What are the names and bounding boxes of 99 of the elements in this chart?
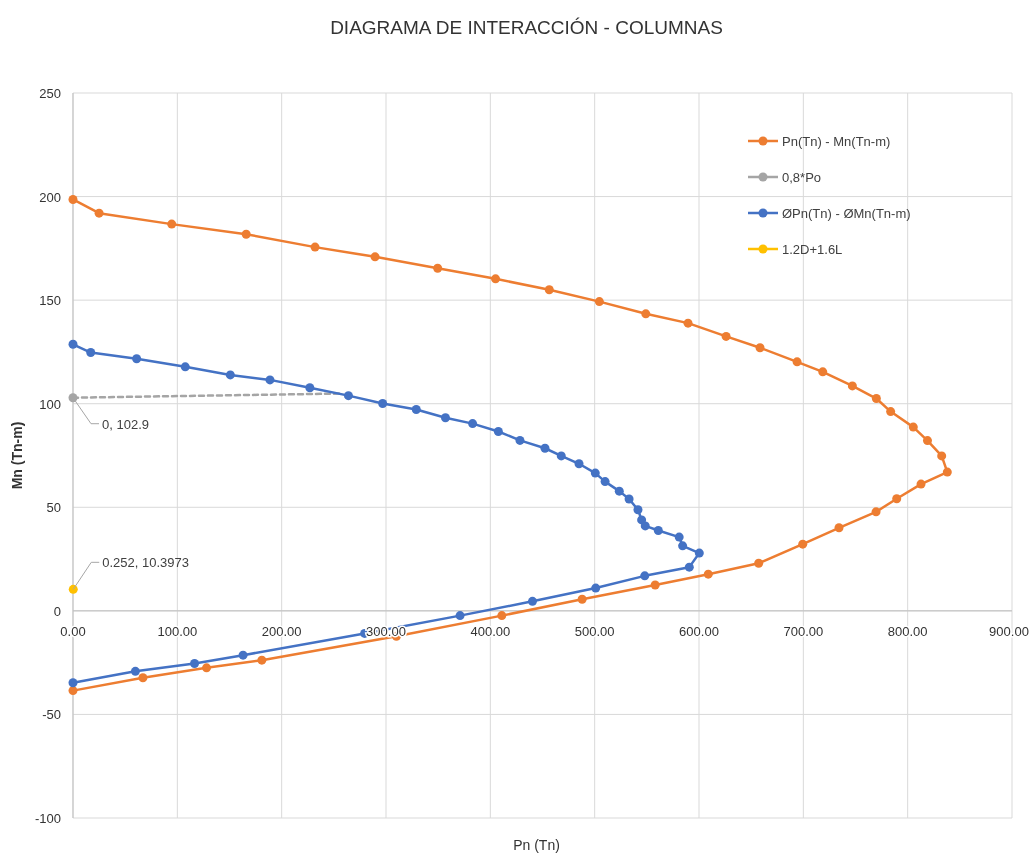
point [86,348,96,358]
point [674,532,684,542]
y-tick-label: 50 [46,500,61,516]
legend-label: ØPn(Tn) - ØMn(Tn-m) [782,206,911,221]
point [440,413,450,423]
point [468,419,478,429]
chart-title: DIAGRAMA DE INTERACCIÓN - COLUMNAS [330,17,723,38]
x-axis-title: Pn (Tn) [513,837,560,853]
y-tick-label: -50 [42,707,61,723]
y-tick-label: -100 [34,811,61,826]
point [886,407,896,417]
y-tick-label: 250 [39,86,61,101]
point [527,596,537,606]
x-tick-label: 900.00 [989,623,1029,639]
legend-label: 1.2D+1.6L [782,242,843,257]
point [650,580,660,590]
point [640,571,650,581]
point [305,383,315,393]
point [574,459,584,469]
point [922,436,932,446]
point [378,399,388,409]
point [703,569,713,579]
point [684,562,694,572]
legend-label: Pn(Tn) - Mn(Tn-m) [782,134,891,149]
point [225,370,235,380]
point [577,594,587,604]
point [370,252,380,262]
point [633,505,643,515]
y-tick-label: 200 [39,189,61,205]
point [942,467,952,477]
point [94,208,104,218]
point [594,297,604,307]
point [180,362,190,372]
point [614,486,624,496]
x-tick-label: 0.00 [60,623,86,639]
point [132,354,142,364]
point [624,494,634,504]
y-tick-label: 150 [39,293,61,309]
point [130,666,140,676]
point [238,650,248,660]
point [937,451,947,461]
annotation: 0, 102.9 [102,416,149,432]
point [257,655,267,665]
point [68,194,78,204]
x-tick-label: 600.00 [679,623,719,639]
point [544,285,554,295]
y-tick-label: 100 [39,396,61,412]
point [68,678,78,688]
point [265,375,275,385]
x-tick-label: 800.00 [887,623,928,639]
point [515,435,525,445]
point [908,422,918,432]
point [591,583,601,593]
point [202,663,212,673]
point [916,479,926,489]
point [892,494,902,504]
point [310,242,320,252]
point [343,391,353,401]
point [241,229,251,239]
y-axis-title: Mn (Tn-m) [9,421,25,490]
annotation: 0.252, 10.3973 [102,555,190,571]
point [871,394,881,404]
point [600,477,610,487]
point [540,443,550,453]
point [433,263,443,273]
x-tick-label: 400.00 [470,623,511,639]
x-tick-label: 200.00 [261,623,302,639]
point [798,539,808,549]
point [640,521,650,531]
point [411,405,421,415]
point [190,658,200,668]
x-tick-label: 100.00 [157,623,198,639]
point [754,558,764,568]
point [847,381,857,391]
point [491,274,501,284]
legend-label: 0,8*Po [782,170,822,185]
point [653,525,663,535]
y-tick-label: 0 [53,603,61,619]
point [68,339,78,349]
point [755,343,765,353]
point [455,611,465,621]
point [818,367,828,377]
x-tick-label: 500.00 [574,623,615,639]
point [497,611,507,621]
point [556,451,566,461]
point [694,548,704,558]
point [138,673,148,683]
point [721,331,731,341]
point [792,357,802,367]
point [683,318,693,328]
point [641,309,651,319]
point [834,523,844,533]
x-tick-label: 700.00 [783,623,824,639]
point [68,584,78,594]
point [678,541,688,551]
point [590,468,600,478]
point [871,507,881,517]
point [167,219,177,229]
point [493,426,503,436]
